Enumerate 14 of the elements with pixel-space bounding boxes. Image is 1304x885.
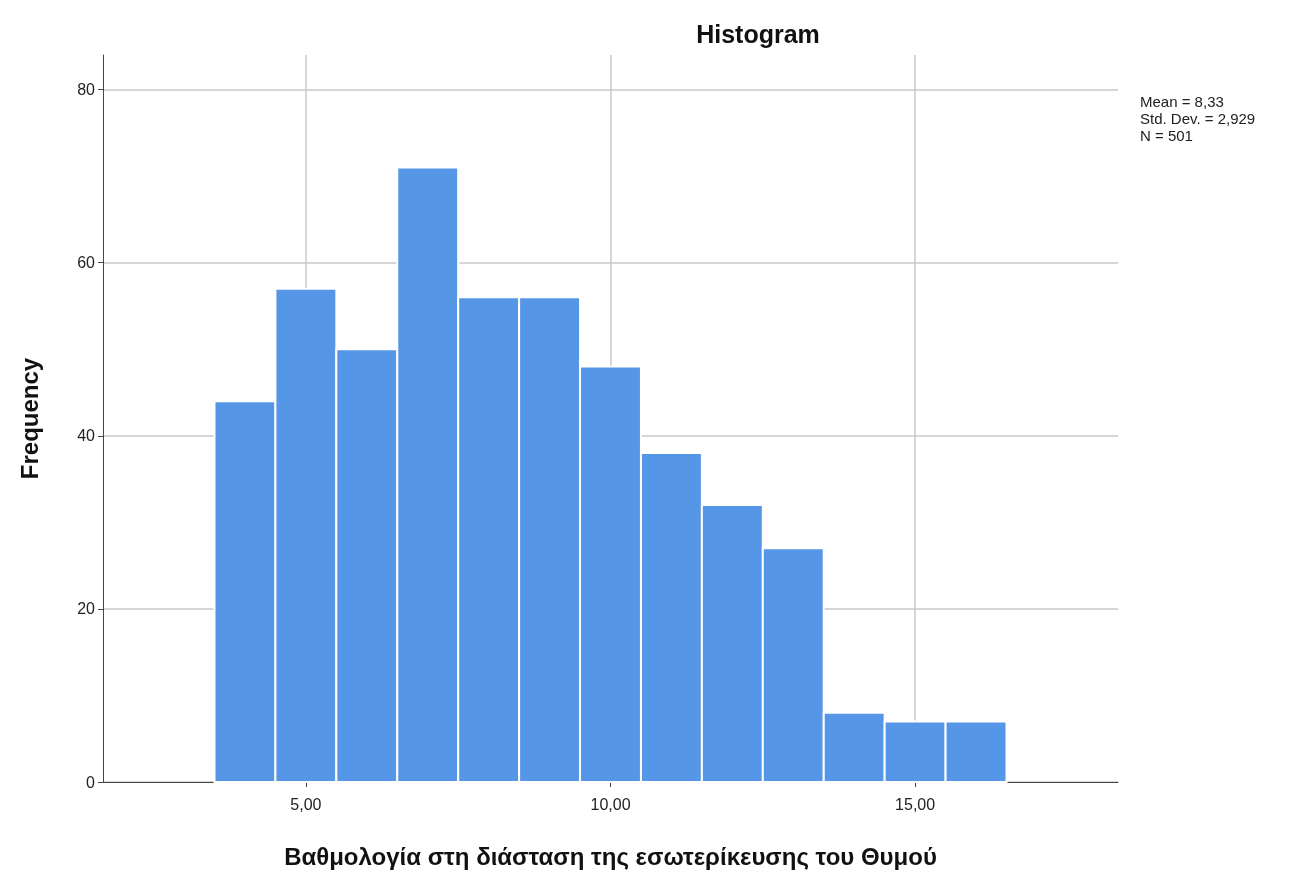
x-tick-label: 5,00 — [290, 795, 322, 813]
y-tick-label: 40 — [77, 427, 96, 445]
y-tick-label: 0 — [86, 773, 96, 791]
x-tick-label: 15,00 — [895, 795, 936, 813]
x-axis-title: Βαθμολογία στη διάσταση της εσωτερίκευσης του Θυμού — [284, 842, 937, 870]
text: Mean = 8,33 — [1140, 93, 1224, 110]
y-tick-label: 80 — [77, 81, 96, 99]
x-tick-label: 10,00 — [590, 795, 631, 813]
y-axis-title: Frequency — [15, 357, 43, 480]
y-tick-label: 60 — [77, 254, 96, 272]
text: N = 501 — [1140, 127, 1193, 144]
chart-title: Histogram — [696, 19, 820, 48]
y-tick-label: 20 — [77, 600, 96, 618]
text: Std. Dev. = 2,929 — [1140, 110, 1256, 127]
